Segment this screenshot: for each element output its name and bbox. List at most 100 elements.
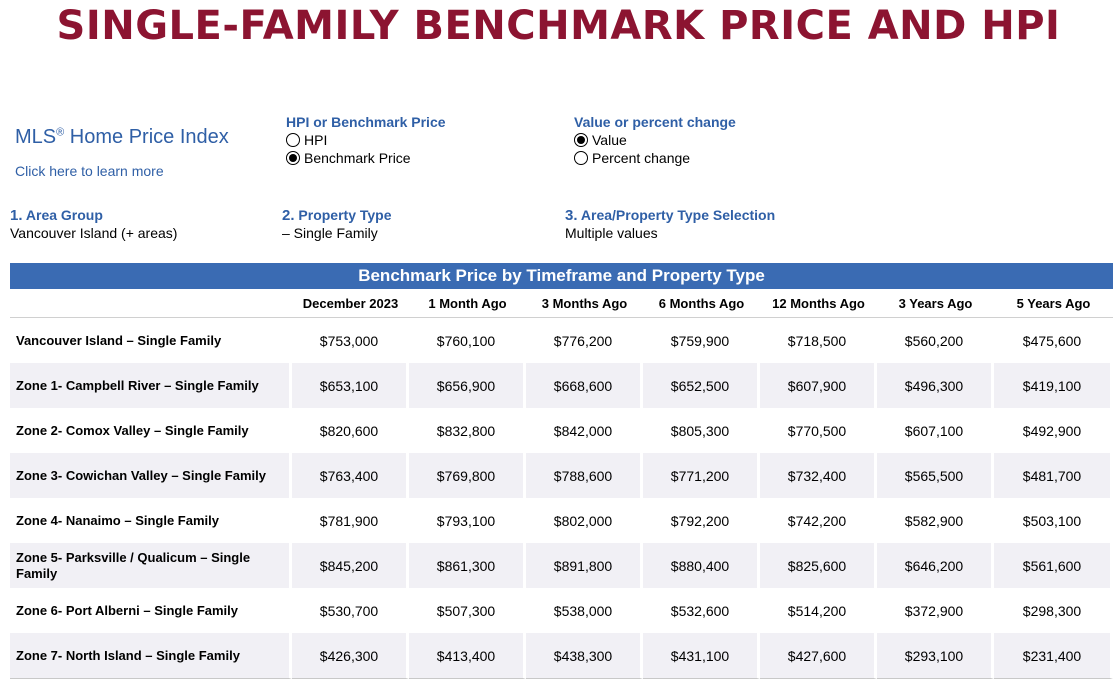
radio-option-percent-change[interactable]: Percent change [574,149,736,167]
hpi-toggle-title: HPI or Benchmark Price [286,114,446,130]
table-cell: $582,900 [877,498,994,543]
table-cell: $532,600 [643,588,760,633]
table-cell: $419,100 [994,363,1113,408]
table-cell: $372,900 [877,588,994,633]
table-cell: $507,300 [409,588,526,633]
mls-hpi-title: MLS® Home Price Index [15,126,229,149]
filter-2-number: 2. [282,207,295,224]
value-or-percent-toggle: Value or percent change Value Percent ch… [574,114,736,167]
table-cell: $820,600 [292,408,409,453]
table-cell: $481,700 [994,453,1113,498]
row-label: Zone 7- North Island – Single Family [10,633,292,679]
column-header[interactable]: December 2023 [292,289,409,318]
learn-more-link[interactable]: Click here to learn more [15,163,164,179]
table-cell: $656,900 [409,363,526,408]
table-cell: $753,000 [292,318,409,363]
filter-2-value[interactable]: – Single Family [282,225,378,241]
column-header[interactable]: 1 Month Ago [409,289,526,318]
table-cell: $832,800 [409,408,526,453]
table-cell: $514,200 [760,588,877,633]
table-cell: $763,400 [292,453,409,498]
table-cell: $845,200 [292,543,409,588]
mls-title-rest: Home Price Index [64,126,229,148]
table-row: Zone 7- North Island – Single Family $42… [10,633,1113,679]
table-cell: $427,600 [760,633,877,679]
table-cell: $760,100 [409,318,526,363]
table-cell: $538,000 [526,588,643,633]
filter-3-number: 3. [565,207,578,224]
radio-hpi-icon[interactable] [286,133,300,147]
table-cell: $793,100 [409,498,526,543]
row-label: Zone 1- Campbell River – Single Family [10,363,292,408]
table-cell: $771,200 [643,453,760,498]
radio-option-benchmark-price[interactable]: Benchmark Price [286,149,446,167]
table-cell: $298,300 [994,588,1113,633]
filter-property-type[interactable]: 2. Property Type – Single Family [282,207,392,241]
table-cell: $607,900 [760,363,877,408]
table-cell: $607,100 [877,408,994,453]
row-label: Zone 6- Port Alberni – Single Family [10,588,292,633]
filter-3-label: Area/Property Type Selection [580,207,776,223]
table-cell: $759,900 [643,318,760,363]
hpi-or-benchmark-toggle: HPI or Benchmark Price HPI Benchmark Pri… [286,114,446,167]
table-cell: $861,300 [409,543,526,588]
radio-percent-change-label: Percent change [592,150,691,166]
radio-benchmark-price-icon[interactable] [286,151,300,165]
radio-hpi-label: HPI [304,132,328,148]
table-cell: $891,800 [526,543,643,588]
table-row: Vancouver Island – Single Family $753,00… [10,318,1113,363]
radio-value-label: Value [592,132,627,148]
table-cell: $231,400 [994,633,1113,679]
table-cell: $781,900 [292,498,409,543]
row-label: Zone 5- Parksville / Qualicum – Single F… [10,543,292,588]
table-cell: $438,300 [526,633,643,679]
table-cell: $769,800 [409,453,526,498]
table-cell: $802,000 [526,498,643,543]
column-header-area [10,289,292,318]
column-header[interactable]: 12 Months Ago [760,289,877,318]
row-label: Zone 4- Nanaimo – Single Family [10,498,292,543]
column-header[interactable]: 3 Years Ago [877,289,994,318]
radio-option-value[interactable]: Value [574,131,736,149]
mls-title-text: MLS [15,126,57,148]
filter-area-group[interactable]: 1. Area Group Vancouver Island (+ areas) [10,207,177,241]
table-row: Zone 6- Port Alberni – Single Family $53… [10,588,1113,633]
radio-option-hpi[interactable]: HPI [286,131,446,149]
table-row: Zone 2- Comox Valley – Single Family $82… [10,408,1113,453]
table-cell: $668,600 [526,363,643,408]
radio-value-icon[interactable] [574,133,588,147]
price-table: December 2023 1 Month Ago 3 Months Ago 6… [10,289,1113,679]
column-header[interactable]: 3 Months Ago [526,289,643,318]
table-cell: $561,600 [994,543,1113,588]
table-cell: $565,500 [877,453,994,498]
table-row: Zone 1- Campbell River – Single Family $… [10,363,1113,408]
table-cell: $503,100 [994,498,1113,543]
filter-2-label: Property Type [298,207,392,223]
table-cell: $792,200 [643,498,760,543]
table-cell: $492,900 [994,408,1113,453]
table-cell: $842,000 [526,408,643,453]
radio-benchmark-price-label: Benchmark Price [304,150,411,166]
table-cell: $413,400 [409,633,526,679]
column-header[interactable]: 5 Years Ago [994,289,1113,318]
table-title: Benchmark Price by Timeframe and Propert… [10,263,1113,289]
table-cell: $825,600 [760,543,877,588]
table-cell: $742,200 [760,498,877,543]
table-cell: $776,200 [526,318,643,363]
table-cell: $646,200 [877,543,994,588]
radio-percent-change-icon[interactable] [574,151,588,165]
table-row: Zone 3- Cowichan Valley – Single Family … [10,453,1113,498]
filter-area-property-selection[interactable]: 3. Area/Property Type Selection Multiple… [565,207,775,241]
filter-1-label: Area Group [25,207,103,223]
row-label: Vancouver Island – Single Family [10,318,292,363]
filter-1-number: 1. [10,207,23,224]
table-cell: $732,400 [760,453,877,498]
filter-1-value[interactable]: Vancouver Island (+ areas) [10,225,178,241]
filter-3-value[interactable]: Multiple values [565,225,658,241]
column-header[interactable]: 6 Months Ago [643,289,760,318]
row-label: Zone 2- Comox Valley – Single Family [10,408,292,453]
table-cell: $475,600 [994,318,1113,363]
table-cell: $788,600 [526,453,643,498]
table-cell: $560,200 [877,318,994,363]
table-cell: $652,500 [643,363,760,408]
